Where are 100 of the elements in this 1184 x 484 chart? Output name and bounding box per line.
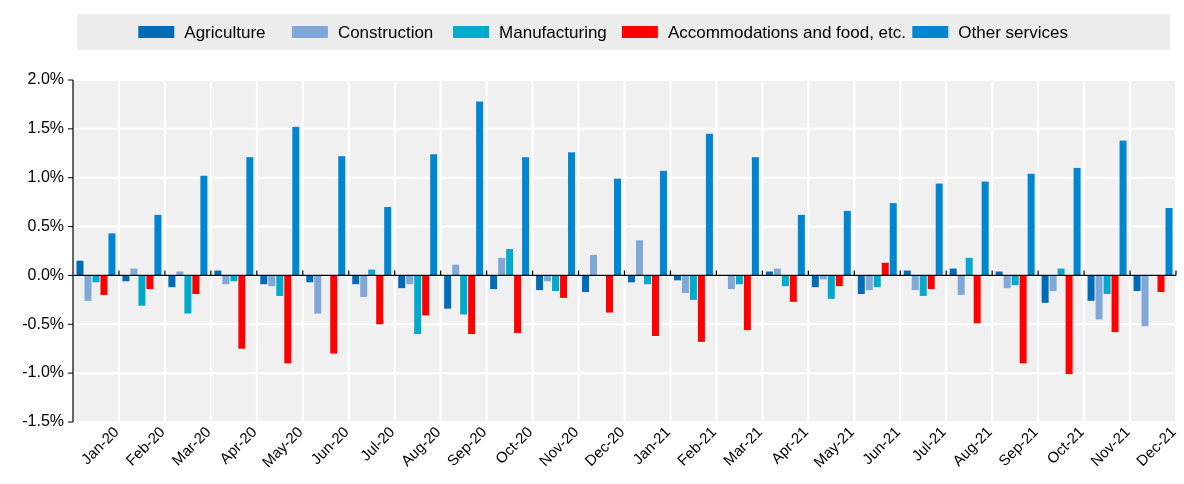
- bar: [857, 275, 865, 294]
- bar: [582, 275, 590, 293]
- bar: [292, 126, 300, 276]
- y-tick-label: 1.5%: [27, 119, 64, 137]
- bar: [398, 275, 406, 289]
- bar: [1095, 275, 1103, 320]
- bar: [192, 275, 200, 294]
- bar: [659, 170, 667, 276]
- y-tick-label: 0.5%: [27, 216, 64, 234]
- bar: [84, 275, 92, 301]
- bar: [1019, 275, 1027, 364]
- bar: [444, 275, 452, 309]
- bar: [314, 275, 322, 314]
- bar: [522, 157, 530, 276]
- bar: [590, 254, 598, 276]
- bar: [827, 275, 835, 299]
- legend-label: Accommodations and food, etc.: [667, 23, 907, 42]
- bar: [681, 275, 689, 294]
- bar: [422, 275, 430, 316]
- bar: [865, 275, 873, 291]
- bar: [460, 275, 468, 315]
- bar: [1041, 275, 1049, 303]
- bar: [919, 275, 927, 296]
- bar: [552, 275, 560, 292]
- bar: [697, 275, 705, 342]
- bar: [414, 275, 422, 335]
- bar: [490, 275, 498, 290]
- bar: [911, 275, 919, 291]
- bar: [1141, 275, 1149, 327]
- bar: [284, 275, 292, 364]
- bar: [138, 275, 146, 306]
- bar: [406, 275, 414, 285]
- bar: [927, 275, 935, 290]
- bar: [1133, 275, 1141, 292]
- bar: [1073, 167, 1081, 276]
- bar: [536, 275, 544, 291]
- bar: [843, 210, 851, 276]
- bar: [973, 275, 981, 324]
- bar: [1157, 275, 1165, 293]
- bar: [1103, 275, 1111, 294]
- bar: [1111, 275, 1119, 333]
- bar: [727, 275, 735, 290]
- bar: [568, 152, 576, 276]
- bar: [238, 275, 246, 349]
- bar: [1011, 275, 1019, 286]
- bar: [222, 275, 230, 285]
- bar: [1049, 275, 1057, 292]
- legend-label: Construction: [337, 23, 434, 42]
- bar: [268, 275, 276, 287]
- bar: [735, 275, 743, 285]
- bar: [352, 275, 360, 285]
- bar: [498, 257, 506, 276]
- bar: [651, 275, 659, 337]
- bar: [614, 178, 621, 276]
- legend-label: Manufacturing: [499, 23, 607, 42]
- bar: [468, 275, 476, 335]
- bar: [1003, 275, 1011, 289]
- bar: [789, 275, 797, 302]
- y-tick-label: -1.5%: [22, 412, 64, 430]
- bar: [981, 181, 989, 276]
- bar: [184, 275, 192, 314]
- bar: [108, 233, 116, 276]
- bar: [965, 257, 973, 276]
- bar: [384, 207, 392, 276]
- bar: [246, 157, 254, 276]
- bar: [689, 275, 697, 300]
- y-tick-label: -1.0%: [22, 363, 64, 381]
- bar: [781, 275, 789, 287]
- bar: [811, 275, 819, 288]
- bar: [168, 275, 176, 288]
- bar: [506, 249, 514, 276]
- y-tick-label: 2.0%: [27, 70, 64, 88]
- bar: [797, 214, 805, 276]
- bar: [743, 275, 751, 331]
- bar: [1065, 275, 1073, 375]
- bar: [873, 275, 881, 288]
- legend-label: Other services: [958, 23, 1068, 42]
- bar: [1087, 275, 1095, 301]
- bar: [835, 275, 843, 287]
- bar: [1027, 173, 1035, 276]
- bar: [1165, 208, 1173, 276]
- bar: [1119, 140, 1127, 276]
- bar: [376, 275, 384, 325]
- bar: [889, 203, 897, 276]
- bar: [514, 275, 522, 334]
- bar: [606, 275, 614, 313]
- bar: [643, 275, 651, 285]
- bar: [452, 264, 460, 276]
- bar: [338, 156, 346, 276]
- bar: [751, 157, 759, 276]
- bar: [200, 175, 208, 276]
- bar: [430, 154, 438, 276]
- bar: [560, 275, 568, 298]
- bar: [635, 240, 643, 276]
- y-tick-label: -0.5%: [22, 314, 64, 332]
- bar: [881, 262, 889, 276]
- legend-label: Agriculture: [184, 23, 266, 42]
- y-tick-label: 0.0%: [27, 265, 64, 283]
- bar: [360, 275, 368, 297]
- bar: [146, 275, 154, 290]
